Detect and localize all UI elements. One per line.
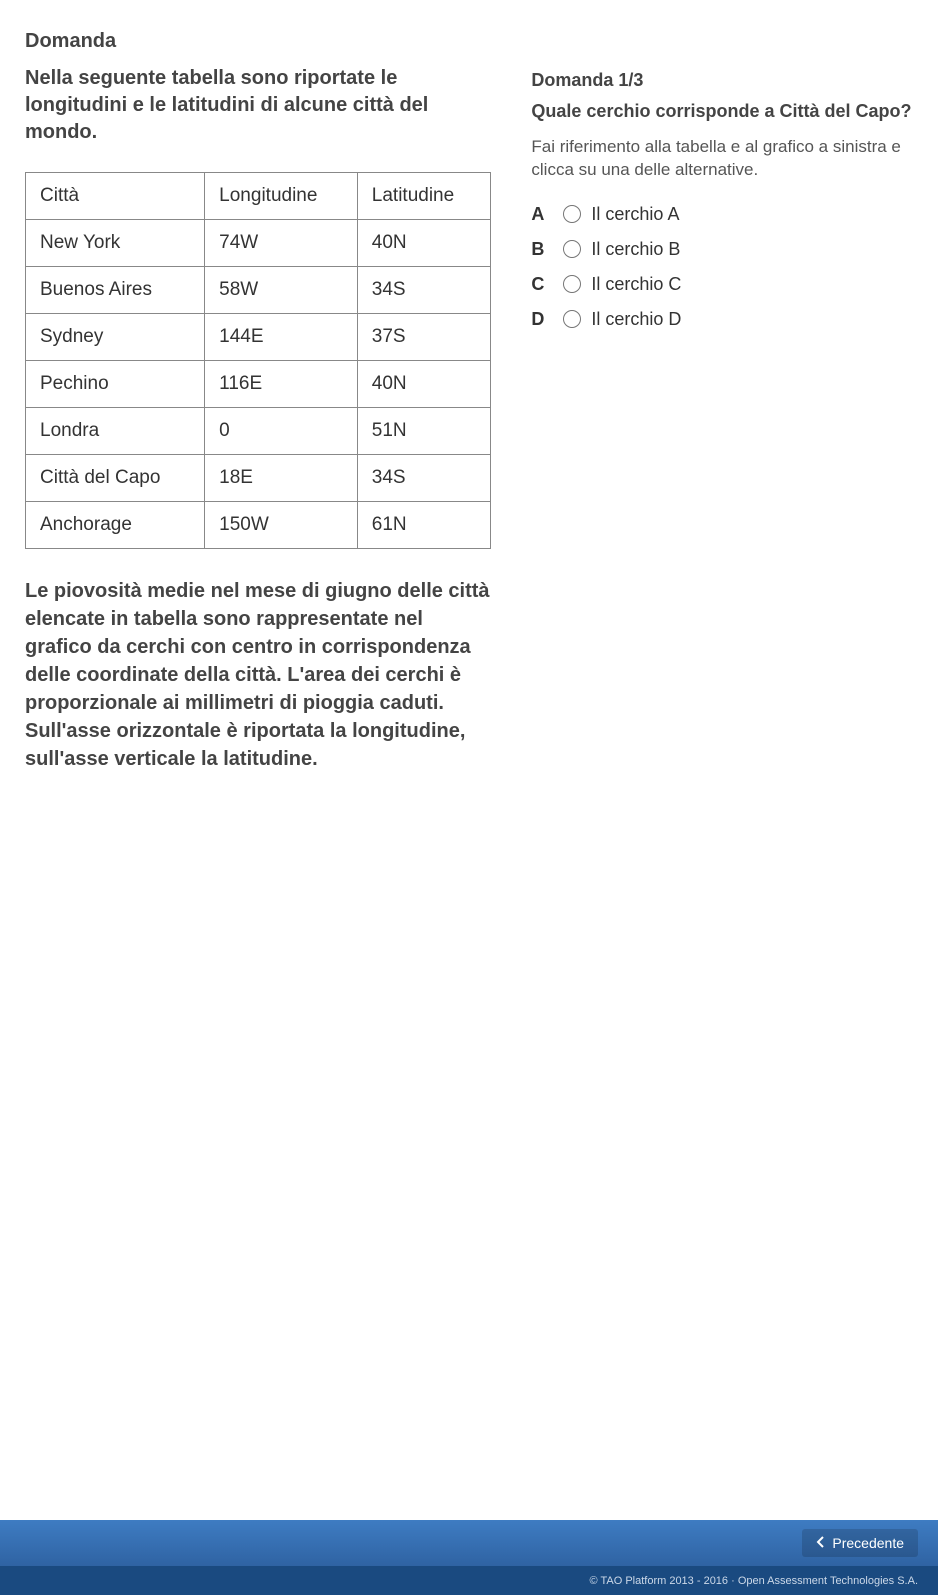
table-row: Pechino116E40N — [26, 361, 491, 408]
question-panel: Domanda 1/3 Quale cerchio corrisponde a … — [531, 30, 913, 773]
option-letter: C — [531, 274, 553, 295]
question-instruction: Fai riferimento alla tabella e al grafic… — [531, 136, 913, 182]
option-label: Il cerchio C — [591, 274, 681, 295]
table-row: New York74W40N — [26, 220, 491, 267]
table-row: Sydney144E37S — [26, 314, 491, 361]
col-header: Città — [26, 173, 205, 220]
table-cell: Sydney — [26, 314, 205, 361]
question-stimulus: Domanda Nella seguente tabella sono ripo… — [25, 30, 491, 773]
table-row: Città del Capo18E34S — [26, 455, 491, 502]
options-list: A Il cerchio A B Il cerchio B C Il cerchio C D… — [531, 204, 913, 330]
table-cell: 51N — [357, 408, 491, 455]
table-cell: 144E — [205, 314, 358, 361]
question-title: Quale cerchio corrisponde a Città del Ca… — [531, 101, 913, 122]
table-cell: Città del Capo — [26, 455, 205, 502]
chevron-left-icon — [816, 1535, 826, 1551]
table-cell: New York — [26, 220, 205, 267]
table-cell: Pechino — [26, 361, 205, 408]
intro-text: Nella seguente tabella sono riportate le… — [25, 65, 491, 146]
table-row: Buenos Aires58W34S — [26, 267, 491, 314]
option-radio[interactable] — [563, 310, 581, 328]
option-row[interactable]: D Il cerchio D — [531, 309, 913, 330]
table-cell: Anchorage — [26, 502, 205, 549]
table-cell: Buenos Aires — [26, 267, 205, 314]
col-header: Latitudine — [357, 173, 491, 220]
table-cell: Londra — [26, 408, 205, 455]
table-cell: 58W — [205, 267, 358, 314]
col-header: Longitudine — [205, 173, 358, 220]
table-cell: 0 — [205, 408, 358, 455]
page-content: Domanda Nella seguente tabella sono ripo… — [0, 0, 938, 1520]
footer-bar: Precedente — [0, 1520, 938, 1566]
section-heading: Domanda — [25, 30, 491, 53]
option-radio[interactable] — [563, 240, 581, 258]
two-column-layout: Domanda Nella seguente tabella sono ripo… — [25, 30, 913, 773]
option-label: Il cerchio D — [591, 309, 681, 330]
option-label: Il cerchio B — [591, 239, 680, 260]
option-letter: D — [531, 309, 553, 330]
table-header-row: Città Longitudine Latitudine — [26, 173, 491, 220]
option-row[interactable]: B Il cerchio B — [531, 239, 913, 260]
option-label: Il cerchio A — [591, 204, 679, 225]
credits-bar: © TAO Platform 2013 - 2016 · Open Assess… — [0, 1566, 938, 1595]
table-cell: 150W — [205, 502, 358, 549]
option-row[interactable]: A Il cerchio A — [531, 204, 913, 225]
table-cell: 37S — [357, 314, 491, 361]
option-radio[interactable] — [563, 205, 581, 223]
option-letter: B — [531, 239, 553, 260]
cities-table: Città Longitudine Latitudine New York74W… — [25, 172, 491, 549]
table-cell: 40N — [357, 361, 491, 408]
table-cell: 34S — [357, 267, 491, 314]
table-cell: 61N — [357, 502, 491, 549]
table-row: Anchorage150W61N — [26, 502, 491, 549]
explanation-text: Le piovosità medie nel mese di giugno de… — [25, 577, 491, 773]
table-row: Londra051N — [26, 408, 491, 455]
table-cell: 40N — [357, 220, 491, 267]
previous-button[interactable]: Precedente — [802, 1529, 918, 1557]
table-cell: 18E — [205, 455, 358, 502]
table-cell: 116E — [205, 361, 358, 408]
option-letter: A — [531, 204, 553, 225]
question-counter: Domanda 1/3 — [531, 70, 913, 91]
option-row[interactable]: C Il cerchio C — [531, 274, 913, 295]
previous-button-label: Precedente — [832, 1535, 904, 1551]
table-cell: 74W — [205, 220, 358, 267]
credits-text: © TAO Platform 2013 - 2016 · Open Assess… — [590, 1575, 919, 1587]
option-radio[interactable] — [563, 275, 581, 293]
table-cell: 34S — [357, 455, 491, 502]
